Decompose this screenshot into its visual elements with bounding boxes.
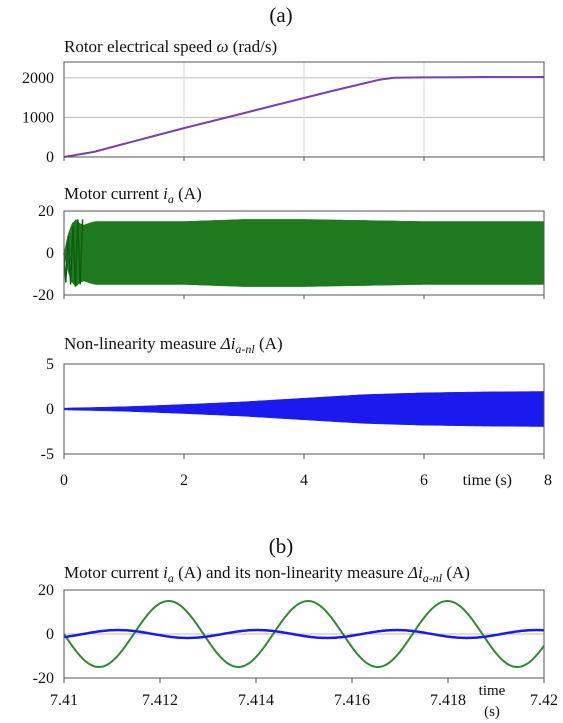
title-nonlinearity: Non-linearity measure Δia-nl (A) (64, 334, 283, 356)
title-speed: Rotor electrical speed ω (rad/s) (64, 37, 277, 56)
y-tick-label: 0 (46, 626, 54, 643)
plot-layer: 0 1000 2000 -20 0 20 -5 0 5 -20 0 20 0 2 4 6 8 7.41 7.412 7… (22, 61, 558, 709)
title-nl-main: Non-linearity measure (64, 334, 221, 353)
x-tick-label: 7.416 (334, 692, 370, 709)
title-current-unit: (A) (174, 184, 202, 203)
title-speed-unit: (rad/s) (228, 37, 277, 56)
speed-line (63, 76, 544, 158)
plot-frame-3 (63, 589, 545, 679)
nonlinearity-sine-line (63, 628, 545, 640)
nonlinearity-envelope (63, 391, 545, 427)
x-tick-label: 7.418 (430, 692, 466, 709)
title-zoom-sub2: a-nl (423, 571, 443, 585)
y-tick-label: 0 (46, 401, 54, 418)
y-tick-label: 0 (46, 245, 54, 262)
y-tick-label: -20 (33, 670, 54, 687)
x-tick-label: 7.42 (530, 692, 558, 709)
plot-0: 0 1000 2000 (22, 70, 544, 166)
title-current-main: Motor current (64, 184, 163, 203)
title-speed-main: Rotor electrical speed (64, 37, 216, 56)
y-tick-label: 0 (46, 149, 54, 166)
title-speed-sym: ω (216, 37, 228, 56)
y-tick-label: 20 (38, 582, 54, 599)
title-zoom-unit: (A) and its non-linearity measure (174, 563, 408, 582)
title-zoom-sym2: Δi (407, 563, 423, 582)
y-tick-label: -5 (41, 446, 54, 463)
title-nl-sym: Δi (220, 334, 236, 353)
y-tick-label: 1000 (22, 109, 54, 126)
x-axis-label-a: time (s) (463, 472, 512, 489)
y-tick-label: 5 (46, 356, 54, 373)
plot-3: -20 0 20 (33, 582, 544, 687)
title-current-sub: a (168, 192, 174, 206)
title-zoom-main: Motor current (64, 563, 163, 582)
x-tick-label: 2 (180, 472, 188, 489)
x-tick-label: 0 (60, 472, 68, 489)
title-zoom-unit2: (A) (442, 563, 470, 582)
title-nl-unit: (A) (255, 334, 283, 353)
title-current: Motor current ia (A) (64, 184, 202, 206)
y-tick-label: 20 (38, 203, 54, 220)
x-tick-label: 7.41 (50, 692, 78, 709)
y-tick-label: -20 (33, 287, 54, 304)
current-transient-line (63, 219, 84, 287)
part-a-label: (a) (269, 3, 292, 27)
current-sine-line (63, 600, 545, 668)
current-envelope (63, 219, 545, 287)
x-tick-label: 7.412 (142, 692, 178, 709)
part-b-label: (b) (269, 534, 294, 558)
title-zoom-sym: i (163, 563, 168, 582)
x-tick-label: 8 (544, 472, 552, 489)
title-nl-sub: a-nl (235, 342, 255, 356)
y-tick-label: 2000 (22, 70, 54, 87)
title-current-sym: i (163, 184, 168, 203)
x-tick-label: 7.414 (238, 692, 274, 709)
title-zoom: Motor current ia (A) and its non-lineari… (64, 563, 470, 585)
x-tick-label: 6 (420, 472, 428, 489)
x-axis-unit-b: (s) (484, 704, 500, 720)
title-zoom-sub: a (168, 571, 174, 585)
x-tick-label: 4 (300, 472, 308, 489)
x-axis-label-b: time (479, 683, 506, 699)
